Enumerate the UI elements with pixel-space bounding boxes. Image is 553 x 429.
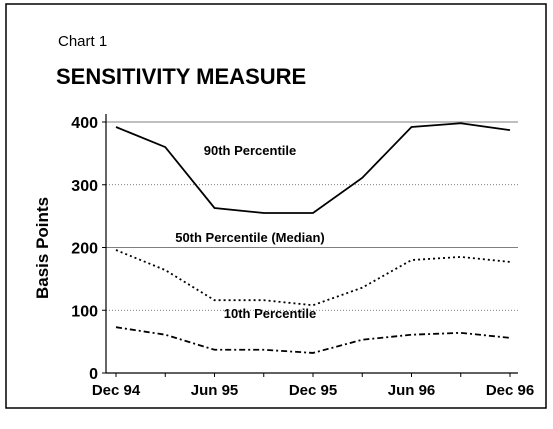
y-tick-label: 300: [71, 178, 98, 195]
x-tick-label: Dec 96: [486, 382, 534, 399]
y-tick-label: 200: [71, 241, 98, 258]
y-tick-label: 400: [71, 115, 98, 132]
chart-label: Chart 1: [58, 33, 107, 50]
series-line: [115, 326, 511, 354]
x-tick-label: Jun 96: [388, 382, 436, 399]
y-axis-label: Basis Points: [33, 197, 52, 299]
chart-title: SENSITIVITY MEASURE: [56, 64, 306, 89]
series-line: [115, 249, 511, 307]
x-tick-label: Dec 95: [289, 382, 337, 399]
series-label: 90th Percentile: [204, 143, 297, 158]
y-tick-label: 0: [89, 366, 98, 383]
x-tick-label: Jun 95: [191, 382, 239, 399]
x-tick-label: Dec 94: [92, 382, 141, 399]
y-tick-label: 100: [71, 303, 98, 320]
frame: [5, 3, 547, 409]
series-label: 10th Percentile: [224, 306, 317, 321]
series-line: [115, 122, 511, 214]
series-label: 50th Percentile (Median): [175, 230, 325, 245]
